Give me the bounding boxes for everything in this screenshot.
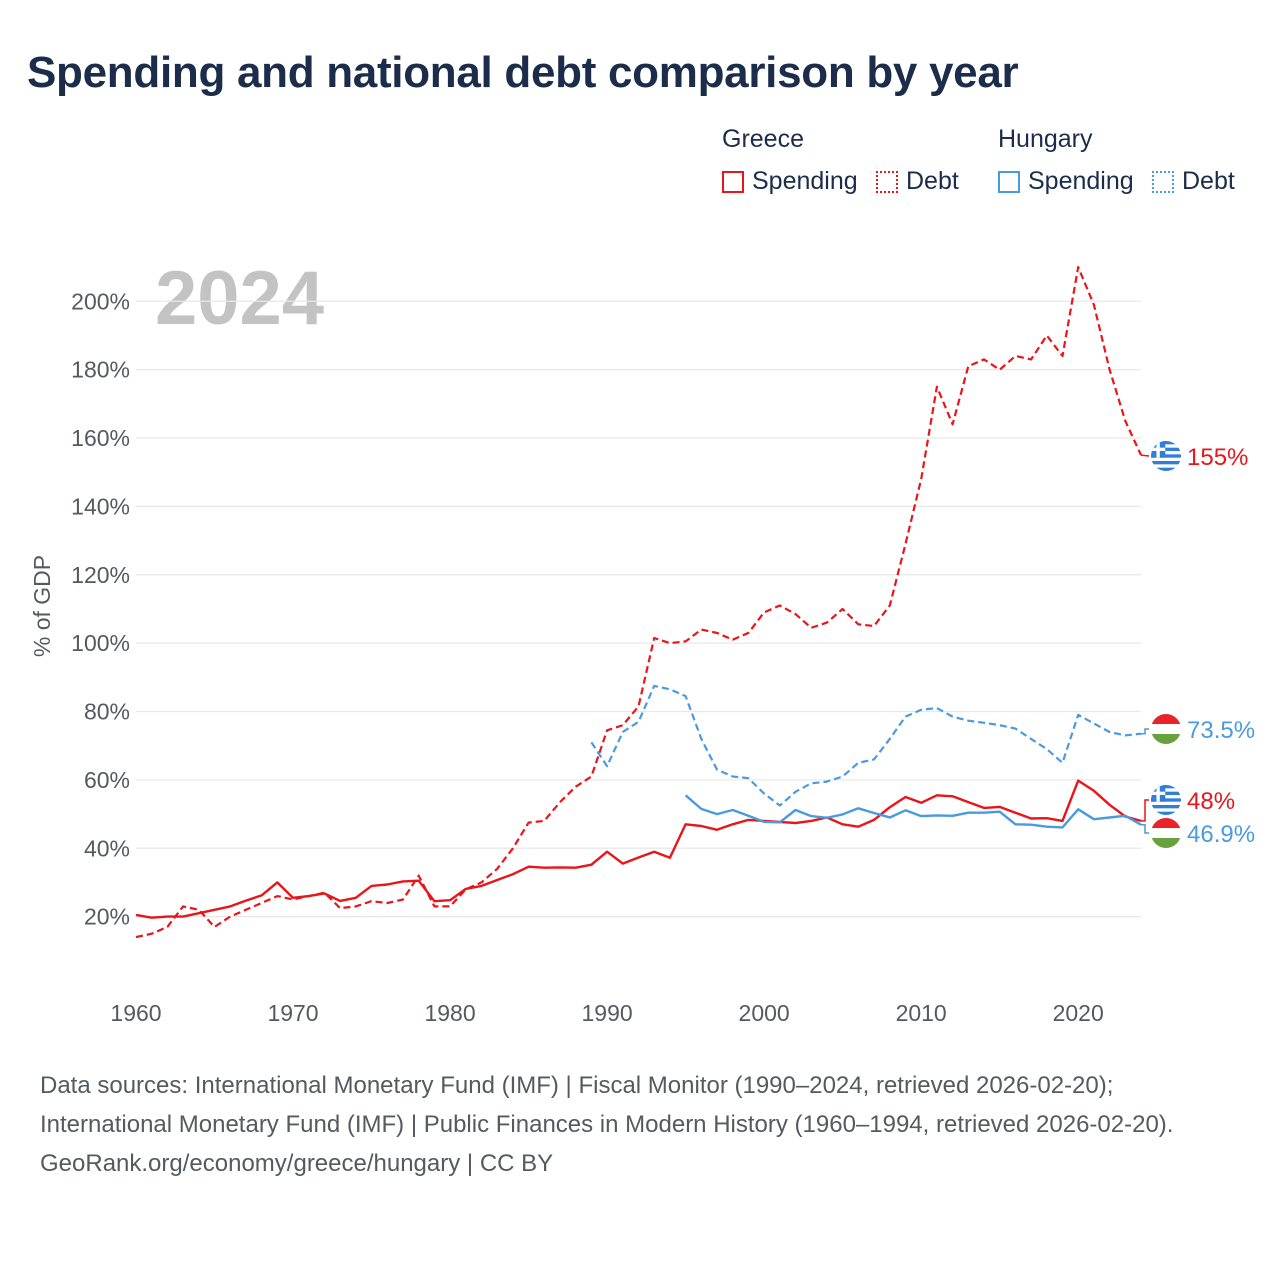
y-tick-label: 100% <box>71 630 130 656</box>
chart-title: Spending and national debt comparison by… <box>27 48 1019 97</box>
connector-end-label-greece-debt <box>1140 454 1150 457</box>
legend-greece-title: Greece <box>722 125 804 153</box>
end-label-hungary-spending: 46.9% <box>1187 821 1255 848</box>
legend-hungary-title: Hungary <box>998 125 1093 153</box>
flag-end-label-greece-spending <box>1151 785 1181 815</box>
x-tick-label: 1980 <box>424 1000 475 1026</box>
x-tick-label: 2020 <box>1053 1000 1104 1026</box>
x-tick-label: 2000 <box>739 1000 790 1026</box>
x-tick-label: 2010 <box>896 1000 947 1026</box>
legend-hungary-spending-label: Spending <box>1028 167 1134 195</box>
y-tick-label: 20% <box>84 904 130 930</box>
series-line-hungary-spending <box>684 794 1142 829</box>
series-line-greece-spending <box>135 779 1142 919</box>
y-tick-label: 180% <box>71 357 130 383</box>
legend-hungary-spending-swatch <box>998 170 1020 193</box>
legend-greece-spending[interactable]: Spending <box>722 167 858 196</box>
legend-greece-spending-swatch <box>722 170 744 193</box>
connector-end-label-hungary-spending <box>1141 823 1149 834</box>
x-tick-label: 1990 <box>582 1000 633 1026</box>
y-tick-label: 140% <box>71 493 130 519</box>
y-tick-label: 200% <box>71 288 130 314</box>
legend-hungary-debt-swatch <box>1152 170 1174 193</box>
y-tick-label: 120% <box>71 562 130 588</box>
legend-greece-debt[interactable]: Debt <box>876 167 959 196</box>
legend-greece-spending-label: Spending <box>752 167 858 195</box>
year-label: 2024 <box>155 256 324 341</box>
series-line-hungary-debt <box>590 684 1142 807</box>
line-chart: 2024 20% 40% 60% 80% 100% 120% 140% 160% 180% 200%… <box>29 256 1255 1026</box>
y-tick-label: 80% <box>84 699 130 725</box>
flag-end-label-hungary-debt <box>1151 714 1181 744</box>
x-tick-label: 1960 <box>110 1000 161 1026</box>
legend-greece-debt-swatch <box>876 170 898 193</box>
legend-hungary-spending[interactable]: Spending <box>998 167 1134 196</box>
end-label-greece-spending: 48% <box>1187 788 1235 815</box>
flag-end-label-greece-debt <box>1151 441 1181 471</box>
y-tick-label: 160% <box>71 425 130 451</box>
y-tick-label: 40% <box>84 835 130 861</box>
legend-hungary-debt-label: Debt <box>1182 167 1235 195</box>
legend-greece-debt-label: Debt <box>906 167 959 195</box>
flag-end-label-hungary-spending <box>1151 818 1181 848</box>
connector-end-label-greece-spending <box>1141 799 1149 822</box>
legend-hungary-debt[interactable]: Debt <box>1152 167 1235 196</box>
y-axis-title: % of GDP <box>29 555 55 657</box>
credit-link[interactable]: GeoRank.org/economy/greece/hungary | CC … <box>40 1150 554 1177</box>
footer: Data sources: International Monetary Fun… <box>40 1066 1240 1183</box>
end-label-greece-debt: 155% <box>1187 444 1248 471</box>
y-tick-label: 60% <box>84 767 130 793</box>
end-label-hungary-debt: 73.5% <box>1187 717 1255 744</box>
data-sources: Data sources: International Monetary Fun… <box>40 1072 1174 1138</box>
x-tick-label: 1970 <box>267 1000 318 1026</box>
series-line-greece-debt <box>135 266 1142 939</box>
connector-end-label-hungary-debt <box>1141 728 1149 735</box>
